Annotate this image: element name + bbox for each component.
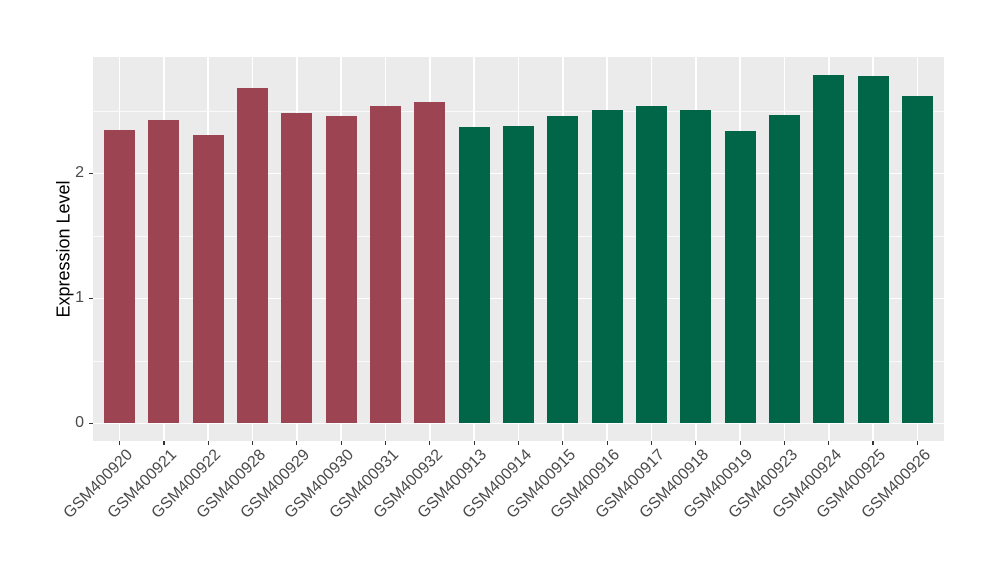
x-axis-tick <box>207 441 209 445</box>
bar-GSM400931 <box>370 105 402 424</box>
x-axis-tick <box>296 441 298 445</box>
bar-GSM400924 <box>813 74 845 424</box>
bar-GSM400926 <box>901 95 933 424</box>
plot-panel <box>93 57 944 441</box>
x-axis-tick <box>828 441 830 445</box>
x-axis-tick <box>739 441 741 445</box>
bar-GSM400932 <box>414 102 446 424</box>
x-axis-tick <box>429 441 431 445</box>
bar-GSM400917 <box>635 105 667 424</box>
bar-GSM400923 <box>768 114 800 424</box>
x-axis-tick <box>118 441 121 445</box>
bar-GSM400925 <box>857 75 889 424</box>
y-tick-label: 1 <box>75 289 84 307</box>
y-tick-label: 2 <box>75 164 84 182</box>
bar-GSM400913 <box>458 127 490 424</box>
y-axis-tick <box>88 172 93 174</box>
bar-GSM400929 <box>281 113 313 424</box>
bar-GSM400921 <box>148 119 180 424</box>
bar-GSM400915 <box>547 115 579 424</box>
bar-GSM400920 <box>104 129 136 424</box>
x-axis-tick <box>916 441 918 445</box>
x-axis-tick <box>473 441 475 445</box>
x-axis-tick <box>163 441 165 445</box>
y-axis-tick <box>88 422 93 424</box>
y-axis-tick <box>88 297 93 299</box>
x-axis-tick <box>562 441 564 445</box>
bar-GSM400930 <box>325 115 357 424</box>
x-axis-tick <box>695 441 697 445</box>
bar-GSM400922 <box>192 134 224 424</box>
bar-GSM400918 <box>680 109 712 424</box>
x-axis-tick <box>340 441 342 445</box>
bar-GSM400916 <box>591 109 623 424</box>
x-axis-tick <box>650 441 653 445</box>
x-axis-tick <box>384 441 387 445</box>
y-tick-label: 0 <box>75 414 84 432</box>
x-axis-tick <box>251 441 254 445</box>
x-axis-tick <box>517 441 520 445</box>
bar-GSM400919 <box>724 130 756 424</box>
bar-GSM400928 <box>237 88 269 424</box>
bar-GSM400914 <box>503 125 534 424</box>
x-axis-tick <box>783 441 786 445</box>
x-axis-tick <box>606 441 608 445</box>
x-axis-tick <box>872 441 874 445</box>
